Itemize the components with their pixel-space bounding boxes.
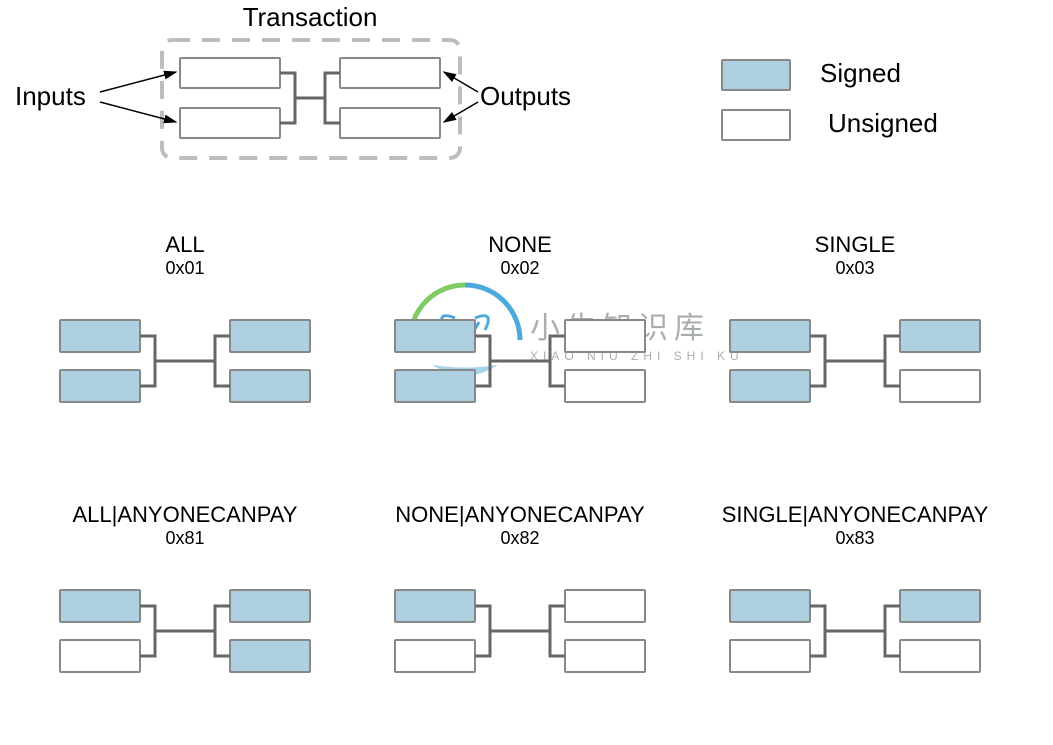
group-none-acp-out-0 — [565, 590, 645, 622]
legend-unsigned-box — [722, 110, 790, 140]
group-all-out-1 — [230, 370, 310, 402]
bracket-right — [215, 606, 230, 656]
group-all-acp-out-0 — [230, 590, 310, 622]
bracket-right — [215, 336, 230, 386]
bracket-right — [885, 606, 900, 656]
group-single-out-1 — [900, 370, 980, 402]
group-all-out-0 — [230, 320, 310, 352]
bracket-left — [475, 606, 490, 656]
outputs-label: Outputs — [480, 81, 571, 111]
group-none-in-0 — [395, 320, 475, 352]
group-single-acp-in-0 — [730, 590, 810, 622]
diagram-canvas: TransactionInputsOutputsSignedUnsigned小牛… — [0, 0, 1053, 745]
group-all-in-0 — [60, 320, 140, 352]
legend-unsigned-label: Unsigned — [828, 108, 938, 138]
inputs-label: Inputs — [15, 81, 86, 111]
group-none-in-1 — [395, 370, 475, 402]
group-title-single-acp: SINGLE|ANYONECANPAY — [722, 502, 989, 527]
group-none-out-1 — [565, 370, 645, 402]
bracket-right — [885, 336, 900, 386]
group-title-single: SINGLE — [815, 232, 896, 257]
arrow-inputs-1 — [100, 72, 176, 92]
group-code-none: 0x02 — [500, 258, 539, 278]
arrow-inputs-2 — [100, 102, 176, 122]
bracket-left — [810, 606, 825, 656]
group-none-out-0 — [565, 320, 645, 352]
group-all-acp-out-1 — [230, 640, 310, 672]
group-code-all: 0x01 — [165, 258, 204, 278]
legend-signed-box — [722, 60, 790, 90]
bracket-left — [140, 336, 155, 386]
group-none-acp-in-1 — [395, 640, 475, 672]
bracket-left — [810, 336, 825, 386]
group-code-all-acp: 0x81 — [165, 528, 204, 548]
group-all-acp-in-0 — [60, 590, 140, 622]
group-code-none-acp: 0x82 — [500, 528, 539, 548]
header-output-0 — [340, 58, 440, 88]
group-title-none: NONE — [488, 232, 552, 257]
group-title-all-acp: ALL|ANYONECANPAY — [73, 502, 298, 527]
group-code-single-acp: 0x83 — [835, 528, 874, 548]
group-single-acp-in-1 — [730, 640, 810, 672]
group-none-acp-out-1 — [565, 640, 645, 672]
group-all: ALL0x01 — [60, 232, 310, 402]
header-input-0 — [180, 58, 280, 88]
group-single: SINGLE0x03 — [730, 232, 980, 402]
group-all-acp-in-1 — [60, 640, 140, 672]
group-single-in-1 — [730, 370, 810, 402]
group-single-acp: SINGLE|ANYONECANPAY0x83 — [722, 502, 989, 672]
header-output-1 — [340, 108, 440, 138]
group-all-acp: ALL|ANYONECANPAY0x81 — [60, 502, 310, 672]
bracket-left — [280, 73, 295, 123]
bracket-right — [550, 606, 565, 656]
group-single-acp-out-0 — [900, 590, 980, 622]
bracket-left — [140, 606, 155, 656]
group-title-none-acp: NONE|ANYONECANPAY — [395, 502, 645, 527]
legend-signed-label: Signed — [820, 58, 901, 88]
bracket-right — [325, 73, 340, 123]
header-input-1 — [180, 108, 280, 138]
bracket-left — [475, 336, 490, 386]
group-none-acp: NONE|ANYONECANPAY0x82 — [395, 502, 645, 672]
group-title-all: ALL — [165, 232, 204, 257]
group-single-in-0 — [730, 320, 810, 352]
group-code-single: 0x03 — [835, 258, 874, 278]
group-all-in-1 — [60, 370, 140, 402]
transaction-label: Transaction — [243, 2, 378, 32]
group-none-acp-in-0 — [395, 590, 475, 622]
group-single-acp-out-1 — [900, 640, 980, 672]
group-single-out-0 — [900, 320, 980, 352]
